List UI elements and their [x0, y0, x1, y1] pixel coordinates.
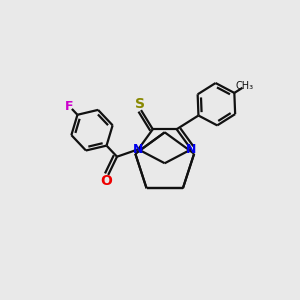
- Text: O: O: [100, 174, 112, 188]
- Text: N: N: [133, 143, 143, 156]
- Text: N: N: [186, 143, 196, 156]
- Text: CH₃: CH₃: [236, 81, 254, 91]
- Text: F: F: [65, 100, 74, 113]
- Text: S: S: [134, 97, 145, 111]
